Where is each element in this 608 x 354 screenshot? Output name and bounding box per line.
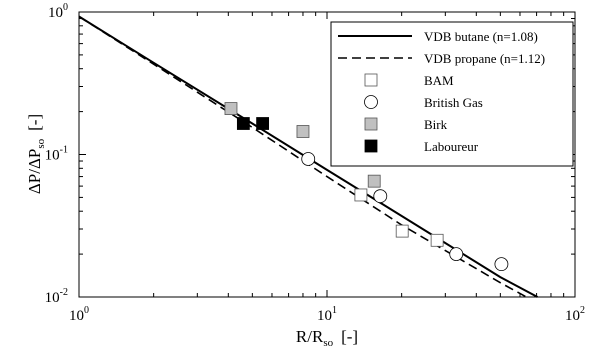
x-tick-label: 102 <box>565 305 585 324</box>
data-point-british-gas <box>301 152 316 166</box>
data-point-british-gas <box>449 247 464 262</box>
data-point-british-gas <box>373 189 388 204</box>
series-line-vdb-propane-n-1-12 <box>78 15 527 298</box>
series-markers <box>224 102 509 272</box>
y-axis-label: ΔP/ΔPso[-] <box>25 114 47 194</box>
data-point-laboureur <box>256 117 270 130</box>
legend-item-laboureur: Laboureur <box>364 139 479 154</box>
legend-item-birk: Birk <box>364 117 448 132</box>
legend-item-british-gas: British Gas <box>364 95 483 110</box>
data-point-bam <box>430 233 444 247</box>
legend-item-vdb-butane-n-1-08: VDB butane (n=1.08) <box>338 29 538 44</box>
legend-label-vdb-butane-n-1-08: VDB butane (n=1.08) <box>424 29 538 44</box>
legend-label-bam: BAM <box>424 73 454 88</box>
data-point-bam <box>354 188 368 202</box>
series-lines <box>78 15 538 298</box>
y-tick-label: 10-2 <box>45 287 68 306</box>
legend-label-vdb-propane-n-1-12: VDB propane (n=1.12) <box>424 51 545 66</box>
data-point-birk <box>224 102 238 115</box>
legend-item-vdb-propane-n-1-12: VDB propane (n=1.12) <box>338 51 545 66</box>
legend-swatch-british-gas <box>364 95 378 109</box>
legend-label-birk: Birk <box>424 117 448 132</box>
x-axis-label: R/Rso [-] <box>296 327 358 349</box>
data-point-birk <box>367 174 381 188</box>
legend: VDB butane (n=1.08) VDB propane (n=1.12) B… <box>330 21 574 167</box>
y-tick-label: 100 <box>48 2 68 21</box>
legend-item-bam: BAM <box>364 73 454 88</box>
data-point-british-gas <box>494 257 509 272</box>
x-tick-label: 101 <box>317 305 337 324</box>
legend-swatch-birk <box>364 117 378 131</box>
y-tick-label: 10-1 <box>45 145 68 164</box>
axis-tick-labels: 100 101 102 10-2 10-1 100 <box>45 2 585 324</box>
data-point-laboureur <box>236 117 250 130</box>
legend-swatch-laboureur <box>364 139 378 153</box>
x-tick-label: 100 <box>69 305 89 324</box>
legend-label-british-gas: British Gas <box>424 95 483 110</box>
legend-swatch-bam <box>364 73 378 87</box>
data-point-birk <box>296 125 310 138</box>
legend-label-laboureur: Laboureur <box>424 139 479 154</box>
series-line-vdb-butane-n-1-08 <box>78 15 538 298</box>
data-point-bam <box>395 224 409 238</box>
